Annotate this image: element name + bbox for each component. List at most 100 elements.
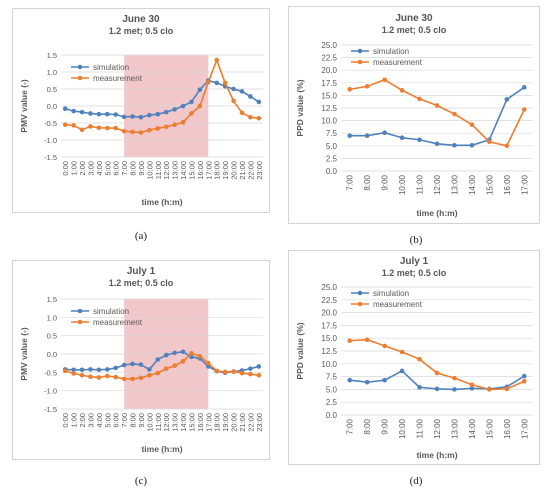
x-tick-label: 7:00 (120, 161, 129, 176)
x-tick-label: 10:00 (145, 161, 154, 180)
data-point-measurement (104, 125, 110, 131)
chart-title: June 30 (122, 14, 160, 25)
x-tick-label: 18:00 (213, 161, 222, 180)
data-point-simulation (399, 368, 405, 374)
data-point-simulation (256, 364, 262, 369)
x-tick-label: 3:00 (86, 161, 95, 176)
y-axis-label: PPD value (%) (295, 79, 305, 136)
data-point-simulation (452, 142, 457, 148)
data-point-simulation (364, 379, 370, 385)
x-tick-label: 19:00 (221, 413, 230, 432)
x-tick-label: 21:00 (238, 413, 247, 432)
x-tick-label: 11:00 (416, 174, 425, 194)
x-tick-label: 12:00 (162, 413, 171, 432)
x-tick-label: 17:00 (204, 161, 213, 180)
data-point-simulation (79, 109, 85, 115)
legend-marker-simulation (357, 48, 363, 54)
data-point-simulation (155, 357, 161, 362)
y-tick-label: 20.0 (321, 66, 337, 75)
data-point-simulation (121, 114, 127, 120)
data-point-simulation (469, 142, 475, 148)
y-tick-label: 7.5 (326, 373, 338, 382)
legend-label: measurement (373, 58, 423, 67)
x-tick-label: 15:00 (187, 413, 196, 432)
x-tick-label: 9:00 (137, 161, 146, 176)
legend-marker-measurement (77, 75, 83, 81)
data-point-simulation (88, 367, 93, 372)
data-point-measurement (382, 343, 387, 349)
x-tick-label: 1:00 (70, 413, 79, 428)
data-point-simulation (155, 111, 161, 117)
y-tick-label: 12.5 (321, 347, 337, 356)
x-tick-label: 12:00 (433, 174, 442, 195)
x-tick-label: 19:00 (221, 161, 230, 180)
data-point-simulation (163, 352, 169, 358)
data-point-measurement (130, 376, 135, 382)
data-point-simulation (434, 386, 440, 392)
x-tick-label: 2:00 (78, 161, 87, 176)
data-point-measurement (231, 369, 236, 374)
data-point-measurement (248, 371, 253, 377)
legend-marker-measurement (77, 319, 83, 325)
y-tick-label: 22.5 (321, 54, 337, 63)
data-point-simulation (399, 135, 405, 141)
data-point-measurement (197, 103, 203, 109)
x-tick-label: 10:00 (398, 418, 407, 439)
y-axis-label: PMV value (-) (19, 79, 29, 133)
data-point-measurement (399, 349, 405, 355)
x-tick-label: 14:00 (468, 174, 477, 195)
y-tick-label: 25.0 (321, 283, 337, 292)
data-point-measurement (155, 126, 161, 131)
legend-marker-simulation (77, 64, 83, 70)
x-tick-label: 7:00 (120, 413, 129, 428)
chart-subtitle: 1.2 met; 0.5 clo (381, 25, 447, 35)
data-point-measurement (180, 359, 186, 364)
chart-svg: -1.5 -1.0 -0.5 0.0 0.5 1.0 1.5 0:00 1:00 2:00 3:00… (19, 51, 264, 207)
data-point-measurement (163, 124, 169, 130)
legend-label: simulation (373, 289, 409, 298)
data-point-measurement (96, 375, 102, 380)
data-point-measurement (469, 122, 475, 127)
y-tick-label: 0.0 (47, 350, 57, 359)
x-tick-label: 10:00 (145, 413, 154, 432)
data-point-simulation (248, 366, 253, 371)
data-point-measurement (487, 387, 492, 392)
x-tick-label: 13:00 (171, 413, 180, 432)
data-point-measurement (155, 370, 161, 376)
y-tick-label: -1.0 (44, 387, 57, 396)
data-point-simulation (256, 99, 262, 105)
data-point-simulation (79, 367, 85, 373)
data-point-simulation (521, 85, 527, 90)
chart-title: July 1 (126, 266, 156, 277)
y-tick-label: 5.0 (326, 385, 338, 394)
x-tick-label: 18:00 (213, 413, 222, 432)
data-point-measurement (113, 374, 119, 380)
x-tick-label: 16:00 (196, 161, 205, 180)
data-point-measurement (347, 87, 353, 92)
data-point-simulation (197, 87, 203, 92)
data-point-simulation (138, 114, 144, 120)
y-tick-label: 25.0 (321, 41, 337, 50)
x-tick-label: 23:00 (255, 161, 264, 180)
data-point-measurement (121, 376, 127, 382)
y-tick-label: 20.0 (321, 309, 337, 318)
chart-subtitle: 1.2 met; 0.5 clo (108, 26, 174, 36)
data-point-measurement (130, 129, 135, 135)
chart-subtitle: 1.2 met; 0.5 clo (381, 268, 447, 278)
data-point-simulation (521, 373, 527, 379)
x-tick-label: 11:00 (416, 418, 425, 438)
data-point-simulation (469, 386, 475, 391)
y-tick-label: -1.5 (44, 405, 57, 414)
caption-c: (c) (134, 475, 148, 487)
data-point-measurement (62, 122, 68, 127)
data-point-simulation (71, 108, 76, 114)
data-point-measurement (222, 369, 228, 375)
data-point-simulation (113, 365, 119, 371)
x-tick-label: 4:00 (95, 413, 104, 428)
chart-panel-c: July 1 1.2 met; 0.5 clo -1.5 -1.0 -0.5 0.0 0… (12, 260, 270, 460)
data-point-simulation (504, 97, 510, 102)
data-point-measurement (79, 372, 85, 378)
x-axis-label: time (h:m) (416, 208, 457, 218)
x-tick-label: 17:00 (520, 174, 529, 195)
y-tick-label: 0.0 (326, 411, 338, 420)
